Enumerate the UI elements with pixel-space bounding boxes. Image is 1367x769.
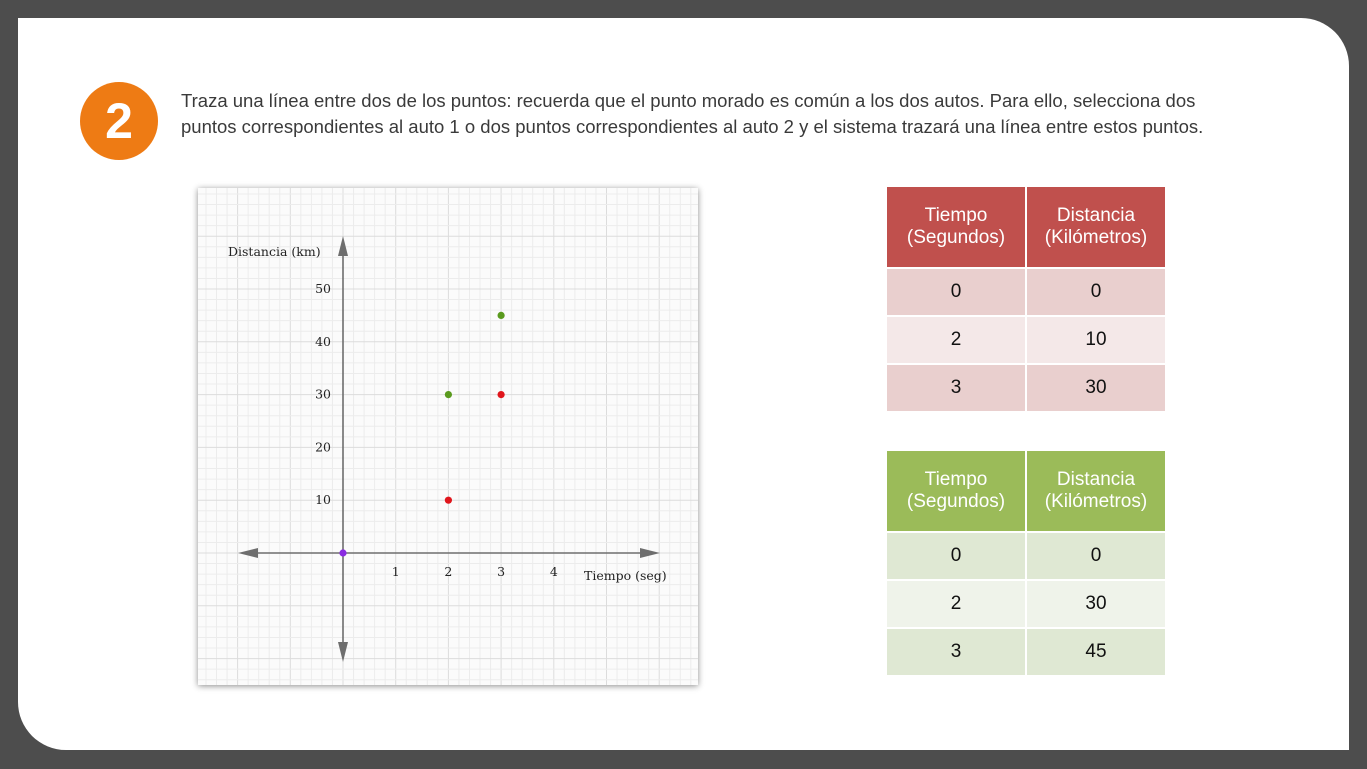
- x-tick-label: 4: [550, 564, 558, 579]
- table-auto-2: Tiempo (Segundos) Distancia (Kilómetros) 0…: [885, 449, 1167, 677]
- y-tick-label: 30: [315, 387, 331, 402]
- data-point[interactable]: [444, 391, 452, 399]
- step-number-badge: 2: [80, 82, 158, 160]
- x-axis-right-arrow: [640, 548, 660, 558]
- data-point[interactable]: [339, 549, 347, 557]
- cell-tiempo: 2: [885, 315, 1027, 365]
- x-tick-label: 2: [444, 564, 452, 579]
- table-auto-1: Tiempo (Segundos) Distancia (Kilómetros) 0…: [885, 185, 1167, 413]
- x-tick-label: 1: [392, 564, 400, 579]
- y-tick-label: 20: [315, 439, 331, 454]
- cell-tiempo: 0: [885, 531, 1027, 581]
- table-row: 2 30: [885, 579, 1167, 629]
- cell-distancia: 30: [1025, 579, 1167, 629]
- y-axis-label: Distancia (km): [228, 244, 321, 259]
- x-axis-label: Tiempo (seg): [584, 568, 667, 583]
- table-row: 2 10: [885, 315, 1167, 365]
- y-tick-label: 50: [315, 281, 331, 296]
- cell-distancia: 45: [1025, 627, 1167, 677]
- header-tiempo: Tiempo (Segundos): [885, 185, 1027, 269]
- cell-tiempo: 3: [885, 627, 1027, 677]
- y-axis-bottom-arrow: [338, 642, 348, 662]
- header-tiempo: Tiempo (Segundos): [885, 449, 1027, 533]
- data-point[interactable]: [444, 496, 452, 504]
- data-point[interactable]: [497, 311, 505, 319]
- y-axis-top-arrow: [338, 236, 348, 256]
- chart-grid: [198, 188, 698, 685]
- cell-distancia: 0: [1025, 267, 1167, 317]
- chart-axes: [238, 236, 660, 662]
- scatter-chart[interactable]: 1 2 3 4 10 20 30 40 50 Distancia (km) Tiempo (seg…: [198, 188, 698, 685]
- header-distancia: Distancia (Kilómetros): [1025, 449, 1167, 533]
- cell-distancia: 10: [1025, 315, 1167, 365]
- chart-ticks: 1 2 3 4 10 20 30 40 50: [315, 281, 558, 579]
- header-distancia: Distancia (Kilómetros): [1025, 185, 1167, 269]
- y-tick-label: 10: [315, 492, 331, 507]
- cell-distancia: 30: [1025, 363, 1167, 413]
- cell-distancia: 0: [1025, 531, 1167, 581]
- cell-tiempo: 0: [885, 267, 1027, 317]
- instructions-text: Traza una línea entre dos de los puntos:…: [181, 90, 1204, 137]
- cell-tiempo: 3: [885, 363, 1027, 413]
- x-tick-label: 3: [497, 564, 505, 579]
- table-row: 3 30: [885, 363, 1167, 413]
- table-row: 3 45: [885, 627, 1167, 677]
- chart-points[interactable]: [339, 311, 505, 557]
- chart-axis-labels: Distancia (km) Tiempo (seg): [228, 244, 667, 583]
- data-point[interactable]: [497, 391, 505, 399]
- x-axis-left-arrow: [238, 548, 258, 558]
- graph-panel[interactable]: 1 2 3 4 10 20 30 40 50 Distancia (km) Tiempo (seg…: [198, 188, 698, 685]
- y-tick-label: 40: [315, 334, 331, 349]
- cell-tiempo: 2: [885, 579, 1027, 629]
